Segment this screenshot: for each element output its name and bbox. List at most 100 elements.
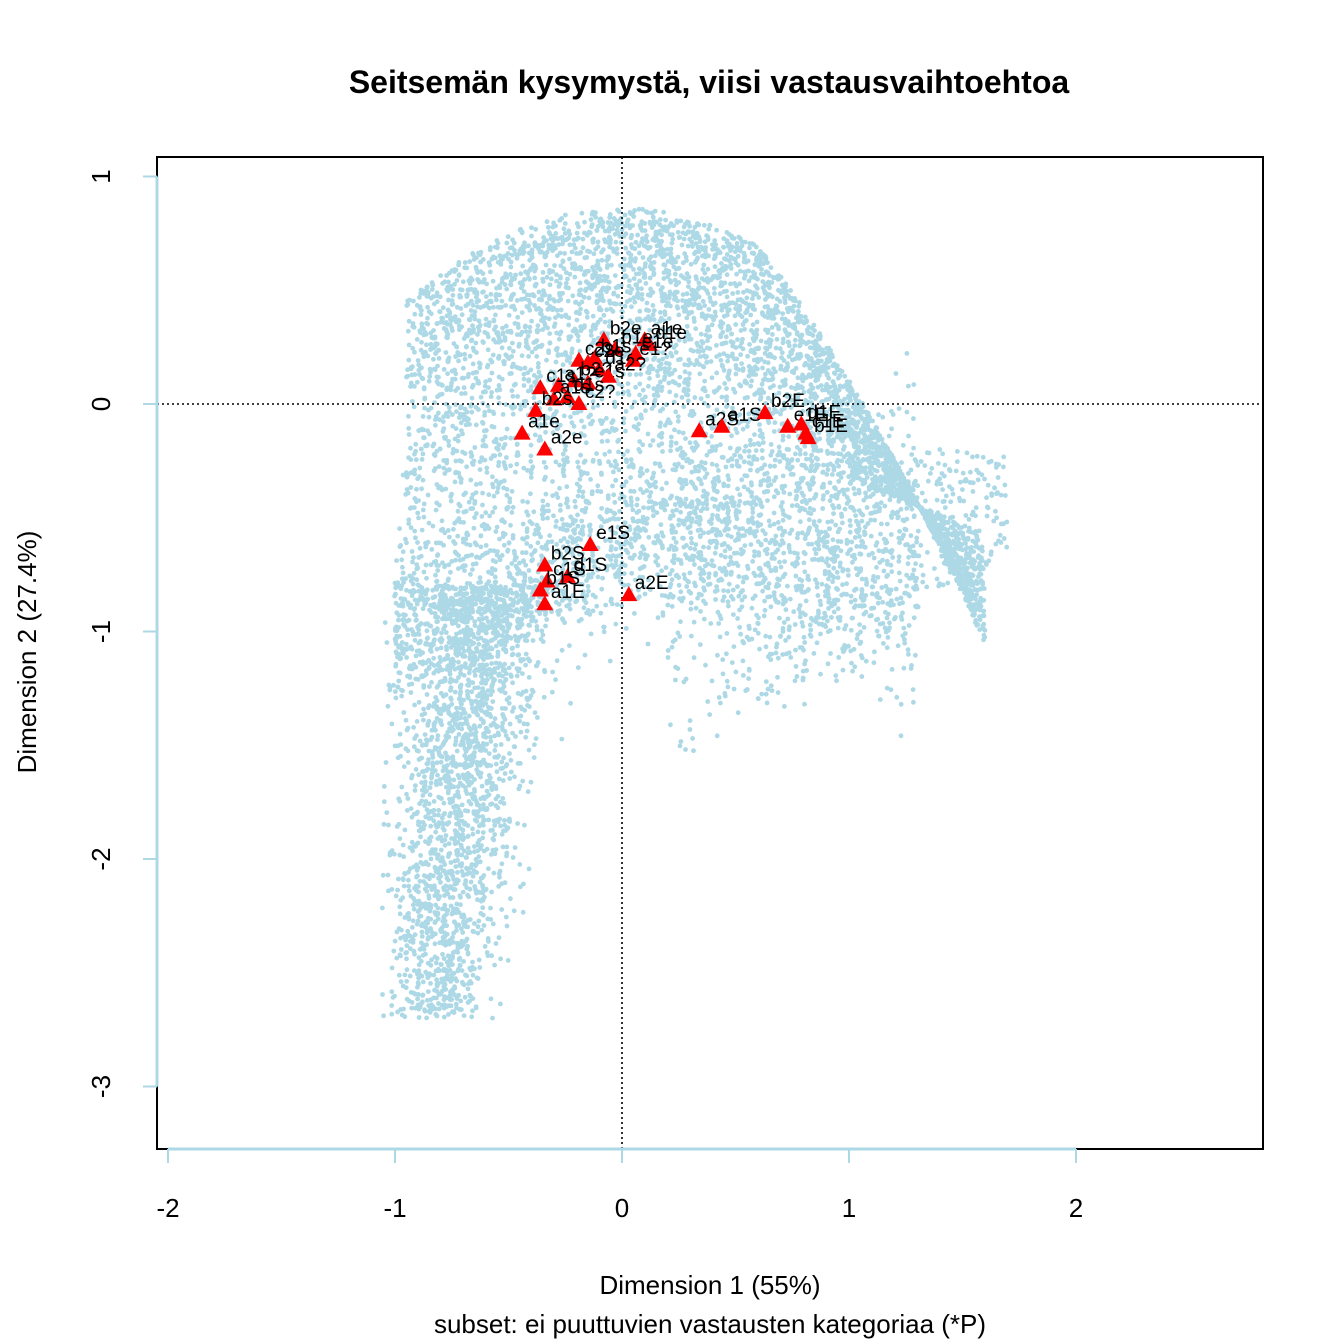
background-point — [637, 555, 643, 560]
background-point — [582, 219, 587, 225]
background-point — [488, 802, 493, 807]
background-point — [652, 253, 658, 259]
background-point — [426, 520, 432, 526]
background-point — [632, 299, 638, 305]
background-point — [525, 468, 530, 473]
background-point — [749, 494, 755, 499]
background-point — [665, 274, 671, 280]
background-point — [688, 261, 694, 267]
background-point — [430, 762, 436, 768]
background-point — [837, 560, 843, 566]
background-point — [831, 439, 836, 444]
background-point — [428, 341, 434, 347]
background-point — [412, 702, 417, 708]
background-point — [442, 837, 448, 843]
background-point — [463, 919, 468, 925]
background-point — [718, 552, 724, 558]
background-point — [626, 464, 632, 470]
background-point — [702, 466, 708, 472]
background-point — [811, 651, 817, 656]
background-point — [556, 601, 562, 607]
background-point — [445, 790, 451, 796]
background-point — [973, 529, 978, 534]
background-point — [897, 529, 902, 534]
background-point — [416, 474, 422, 480]
background-point — [633, 239, 639, 245]
background-point — [508, 896, 513, 902]
background-point — [480, 438, 486, 443]
background-point — [671, 535, 677, 541]
background-point — [527, 324, 533, 330]
background-point — [408, 485, 414, 490]
background-point — [805, 411, 811, 417]
background-point — [724, 678, 730, 684]
background-point — [985, 505, 991, 511]
background-point — [937, 581, 942, 586]
background-point — [655, 368, 660, 374]
background-point — [417, 907, 422, 913]
background-point — [423, 640, 429, 646]
background-point — [419, 929, 425, 935]
background-point — [554, 583, 560, 589]
background-point — [840, 582, 845, 588]
background-point — [858, 544, 863, 549]
background-point — [879, 521, 884, 527]
background-point — [510, 661, 515, 667]
background-point — [440, 305, 446, 311]
background-point — [410, 848, 415, 854]
background-point — [508, 757, 514, 763]
background-point — [853, 566, 859, 571]
background-point — [584, 314, 590, 320]
background-point — [419, 486, 424, 492]
background-point — [472, 619, 478, 624]
background-point — [391, 851, 397, 857]
background-point — [675, 447, 680, 452]
background-point — [459, 802, 465, 808]
background-point — [490, 1015, 495, 1021]
background-point — [801, 634, 807, 640]
background-point — [851, 646, 857, 652]
background-point — [389, 1011, 395, 1017]
background-point — [941, 498, 947, 504]
background-point — [567, 242, 573, 248]
background-point — [669, 240, 675, 246]
background-point — [454, 319, 459, 325]
background-point — [524, 541, 530, 546]
background-point — [444, 875, 450, 881]
background-point — [499, 436, 504, 442]
background-point — [683, 496, 689, 502]
background-point — [670, 467, 676, 472]
background-point — [540, 279, 546, 284]
background-point — [746, 676, 751, 681]
background-point — [473, 725, 478, 731]
background-point — [507, 776, 513, 781]
background-point — [887, 620, 892, 626]
background-point — [713, 597, 718, 602]
background-point — [422, 405, 427, 411]
background-point — [526, 585, 531, 590]
background-point — [488, 739, 494, 744]
background-point — [634, 502, 640, 508]
background-point — [515, 643, 520, 649]
background-point — [490, 352, 496, 358]
background-point — [553, 524, 559, 529]
background-point — [520, 521, 526, 527]
background-point — [403, 641, 409, 647]
background-point — [550, 493, 556, 499]
background-point — [884, 685, 890, 691]
background-point — [450, 717, 456, 723]
background-point — [693, 241, 699, 247]
background-point — [727, 445, 733, 451]
background-point — [435, 772, 440, 778]
background-point — [522, 365, 528, 371]
background-point — [675, 331, 680, 337]
background-point — [772, 457, 778, 463]
background-point — [729, 660, 735, 665]
background-point — [731, 644, 737, 649]
background-point — [918, 542, 924, 548]
background-point — [578, 537, 583, 542]
background-point — [467, 542, 473, 548]
background-point — [904, 351, 910, 356]
background-point — [424, 342, 429, 348]
background-point — [469, 1014, 475, 1020]
